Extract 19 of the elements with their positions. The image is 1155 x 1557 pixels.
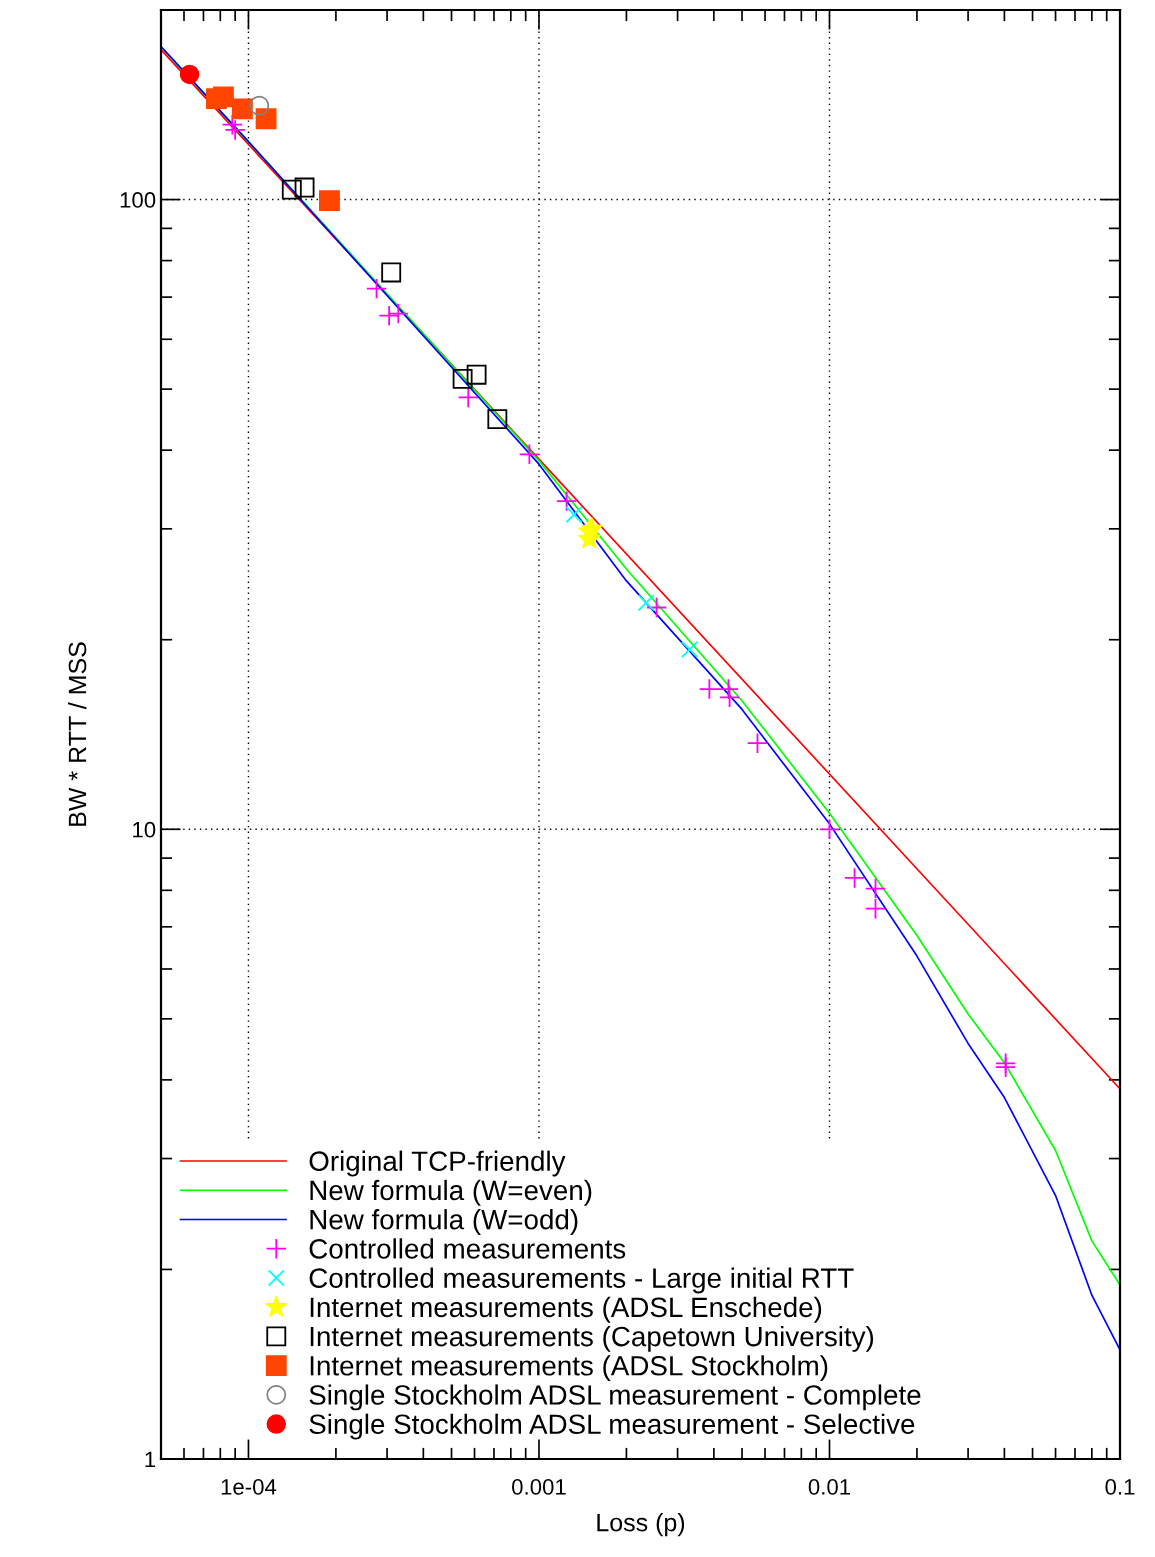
legend-label: Internet measurements (Capetown University) bbox=[310, 1325, 874, 1352]
legend-label: Single Stockholm ADSL measurement - Complete bbox=[309, 1384, 921, 1411]
x-tick-label: 0.01 bbox=[808, 1479, 851, 1495]
legend-label: Controlled measurements - Large initial RTT bbox=[309, 1267, 854, 1294]
legend-label: New formula (W=odd) bbox=[310, 1209, 578, 1235]
legend-label: Original TCP-friendly bbox=[309, 1150, 566, 1177]
legend-label: Single Stockholm ADSL measurement - Selective bbox=[309, 1413, 915, 1440]
legend-label: New formula (W=even) bbox=[310, 1179, 592, 1206]
y-tick-label: 10 bbox=[133, 821, 156, 838]
y-axis-title: BW * RTT / MSS bbox=[67, 642, 87, 826]
x-tick-label: 1e-04 bbox=[221, 1479, 277, 1495]
x-tick-label: 0.001 bbox=[512, 1479, 566, 1495]
x-tick-label: 0.1 bbox=[1105, 1479, 1135, 1495]
y-tick-label: 1 bbox=[145, 1451, 156, 1468]
x-axis-title: Loss (p) bbox=[597, 1513, 685, 1537]
legend-label: Internet measurements (ADSL Enschede) bbox=[310, 1296, 822, 1323]
legend-label: Internet measurements (ADSL Stockholm) bbox=[310, 1355, 828, 1382]
y-tick-label: 100 bbox=[120, 192, 156, 208]
legend-label: Controlled measurements bbox=[309, 1238, 626, 1259]
